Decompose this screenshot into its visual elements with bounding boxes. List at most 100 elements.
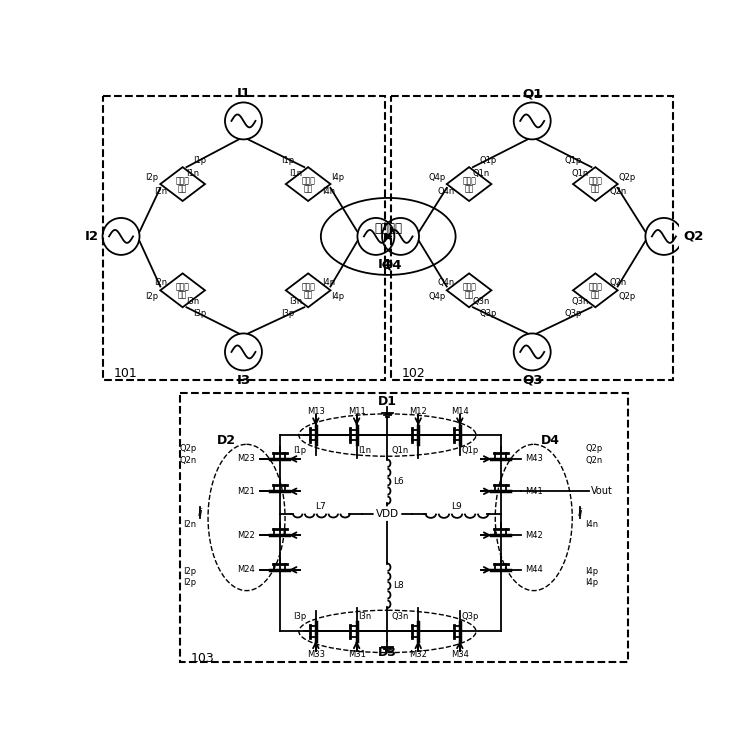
Text: I4: I4 <box>378 258 392 271</box>
Text: I3n: I3n <box>289 297 302 306</box>
Text: I1: I1 <box>237 87 250 101</box>
Text: I4p: I4p <box>331 292 345 301</box>
Text: Q2n: Q2n <box>609 278 627 287</box>
Text: I4p: I4p <box>331 173 345 182</box>
Text: Q3: Q3 <box>522 374 543 387</box>
Text: I4n: I4n <box>585 520 599 529</box>
Text: D1: D1 <box>378 396 397 409</box>
Text: Q3p: Q3p <box>461 611 479 620</box>
Text: M24: M24 <box>237 566 255 575</box>
Text: I4n: I4n <box>322 278 335 287</box>
Text: I4n: I4n <box>322 187 335 196</box>
Text: 103: 103 <box>191 652 214 665</box>
Text: Vout: Vout <box>590 487 612 496</box>
Text: M11: M11 <box>348 408 365 417</box>
Polygon shape <box>447 167 491 201</box>
Text: Q2: Q2 <box>683 230 703 243</box>
Text: I2n: I2n <box>184 520 197 529</box>
Text: Q2n: Q2n <box>585 456 603 465</box>
Text: Q2p: Q2p <box>179 444 197 453</box>
Text: 网络: 网络 <box>590 184 600 193</box>
Text: Q3n: Q3n <box>472 297 490 306</box>
Text: M33: M33 <box>307 650 325 659</box>
Text: M13: M13 <box>307 408 325 417</box>
Text: 零相移: 零相移 <box>301 176 315 185</box>
Text: I1n: I1n <box>289 169 302 178</box>
Bar <box>103 96 385 380</box>
Text: I3n: I3n <box>186 297 199 306</box>
Text: 101: 101 <box>113 367 137 380</box>
Polygon shape <box>447 273 491 307</box>
Polygon shape <box>286 273 330 307</box>
Polygon shape <box>573 167 618 201</box>
Text: I1p: I1p <box>281 156 294 165</box>
Text: 102: 102 <box>401 367 425 380</box>
Text: 零相移: 零相移 <box>175 282 190 291</box>
Text: I2p: I2p <box>184 567 197 576</box>
Text: 零相移: 零相移 <box>588 282 603 291</box>
Text: M34: M34 <box>451 650 469 659</box>
Polygon shape <box>160 167 205 201</box>
Text: M41: M41 <box>525 487 543 496</box>
Text: I2p: I2p <box>184 578 197 587</box>
Text: Q1n: Q1n <box>572 169 589 178</box>
Text: Q2n: Q2n <box>179 456 197 465</box>
Text: Q2p: Q2p <box>585 444 603 453</box>
Text: 网络: 网络 <box>178 291 187 300</box>
Text: 网络: 网络 <box>590 291 600 300</box>
Text: I2: I2 <box>85 230 99 243</box>
Text: Q3n: Q3n <box>572 297 589 306</box>
Text: L6: L6 <box>393 477 404 486</box>
Text: Q3p: Q3p <box>480 309 497 318</box>
Text: Q3n: Q3n <box>392 611 409 620</box>
Text: Q2p: Q2p <box>618 173 636 182</box>
Text: Q2p: Q2p <box>618 292 636 301</box>
Text: I3p: I3p <box>293 611 307 620</box>
Text: 网络: 网络 <box>303 184 313 193</box>
Polygon shape <box>573 273 618 307</box>
Text: VDD: VDD <box>376 508 399 519</box>
Text: M22: M22 <box>237 531 255 540</box>
Text: Q1n: Q1n <box>392 446 409 455</box>
Text: I2p: I2p <box>145 292 158 301</box>
Text: I2n: I2n <box>154 187 167 196</box>
Text: 网络: 网络 <box>303 291 313 300</box>
Text: Q4: Q4 <box>381 258 401 271</box>
Text: Q4p: Q4p <box>429 173 446 182</box>
Text: 零相移: 零相移 <box>175 176 190 185</box>
Text: I4p: I4p <box>585 578 599 587</box>
Text: I3: I3 <box>237 374 250 387</box>
Text: I3p: I3p <box>194 309 206 318</box>
Text: Q4n: Q4n <box>438 187 455 196</box>
Text: Q2n: Q2n <box>609 187 627 196</box>
Text: M21: M21 <box>237 487 255 496</box>
Text: Q3p: Q3p <box>564 309 581 318</box>
Text: M43: M43 <box>525 454 543 463</box>
Text: M44: M44 <box>525 566 543 575</box>
Text: Q1n: Q1n <box>472 169 489 178</box>
Text: D4: D4 <box>541 434 560 447</box>
Text: L8: L8 <box>393 581 404 590</box>
Text: 零相移: 零相移 <box>462 282 476 291</box>
Text: Q4n: Q4n <box>438 278 455 287</box>
Text: ii: ii <box>197 508 203 518</box>
Polygon shape <box>160 273 205 307</box>
Bar <box>391 96 673 380</box>
Text: M31: M31 <box>348 650 366 659</box>
Text: I2p: I2p <box>145 173 158 182</box>
Text: M23: M23 <box>237 454 255 463</box>
Text: D2: D2 <box>216 434 236 447</box>
Text: D3: D3 <box>378 646 397 659</box>
Text: Q1p: Q1p <box>564 156 581 165</box>
Text: L7: L7 <box>315 502 327 511</box>
Polygon shape <box>286 167 330 201</box>
Text: ii: ii <box>577 508 583 518</box>
Text: 网络: 网络 <box>178 184 187 193</box>
Bar <box>180 393 628 662</box>
Text: 零相移: 零相移 <box>301 282 315 291</box>
Text: M32: M32 <box>409 650 427 659</box>
Text: I4p: I4p <box>585 567 599 576</box>
Text: 零相移: 零相移 <box>588 176 603 185</box>
Text: Q4p: Q4p <box>429 292 446 301</box>
Text: I1n: I1n <box>186 169 199 178</box>
